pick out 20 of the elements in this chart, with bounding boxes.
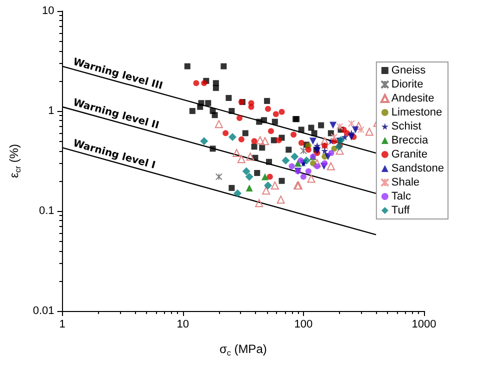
- legend-label: Breccia: [391, 134, 429, 146]
- y-tick-label: 10: [42, 5, 54, 17]
- legend-label: Schist: [391, 120, 422, 132]
- y-tick-label: 0.01: [32, 305, 54, 317]
- legend-label: Tuff: [391, 204, 411, 216]
- y-axis-title: εcr (%): [7, 144, 22, 178]
- y-tick-label: 0.1: [39, 205, 54, 217]
- legend-label: Gneiss: [391, 64, 426, 76]
- legend-label: Andesite: [391, 92, 434, 104]
- x-tick-label: 1: [59, 318, 66, 330]
- legend-label: Shale: [391, 176, 420, 188]
- legend-label: Limestone: [391, 106, 442, 118]
- legend-label: Talc: [391, 190, 412, 202]
- x-tick-label: 100: [294, 318, 313, 330]
- y-tick-label: 1: [48, 105, 54, 117]
- x-tick-label: 10: [176, 318, 189, 330]
- legend-label: Diorite: [391, 78, 424, 90]
- legend-label: Granite: [391, 148, 428, 160]
- legend-label: Sandstone: [391, 162, 444, 174]
- x-tick-label: 1000: [412, 318, 436, 330]
